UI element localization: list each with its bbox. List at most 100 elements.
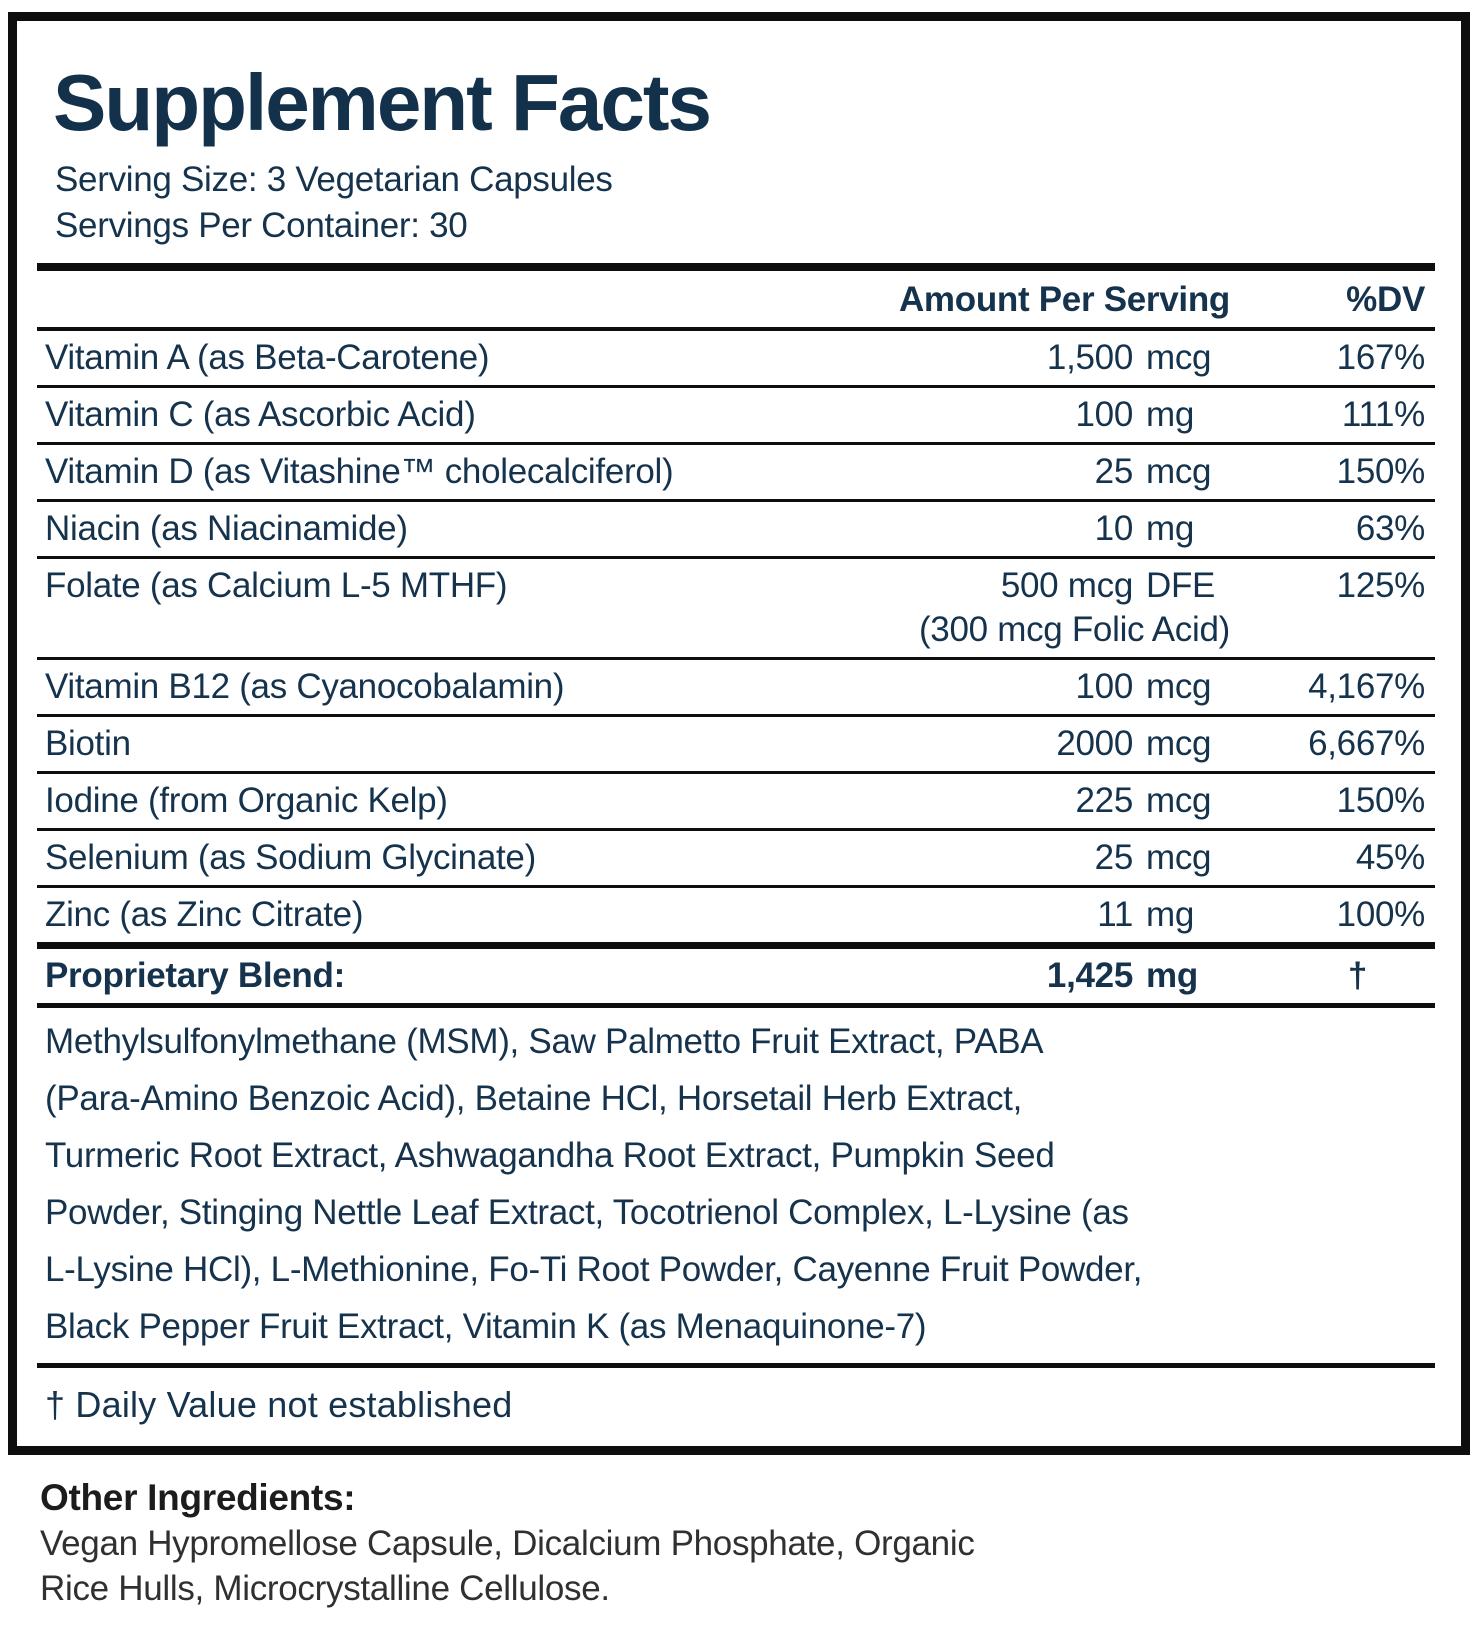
nutrient-name: Folate (as Calcium L-5 MTHF) [45,566,508,605]
table-row: Selenium (as Sodium Glycinate) 25 mcg 45… [17,831,1461,885]
other-ingredients-heading: Other Ingredients: [40,1477,356,1518]
nutrient-amount: 11 mg [830,893,1230,937]
panel-title: Supplement Facts [53,58,712,147]
blend-line: (Para-Amino Benzoic Acid), Betaine HCl, … [45,1079,1023,1118]
row-divider [37,442,1435,445]
nutrient-name: Vitamin D (as Vitashine™ cholecalciferol… [45,452,674,491]
nutrient-dv: 167% [1336,338,1426,377]
row-divider [37,714,1435,717]
servings-per-container: Servings Per Container: 30 [55,206,468,245]
amount-value: 500 mcg [1000,566,1133,605]
blend-line: L-Lysine HCl), L-Methionine, Fo-Ti Root … [45,1250,1143,1289]
nutrient-amount: 100 mcg [830,665,1230,709]
nutrient-name: Vitamin B12 (as Cyanocobalamin) [45,667,565,706]
nutrient-amount: 225 mcg [830,779,1230,823]
header-divider [37,327,1435,331]
blend-amount: 1,425 mg [830,954,1230,998]
nutrient-amount: 1,500 mcg [830,336,1230,380]
proprietary-blend-row: Proprietary Blend: 1,425 mg † [17,949,1461,1003]
amount-value: 1,500 [1046,338,1133,377]
blend-name: Proprietary Blend: [45,956,345,995]
blend-line: Methylsulfonylmethane (MSM), Saw Palmett… [45,1022,1044,1061]
nutrient-dv: 63% [1355,509,1425,548]
serving-size: Serving Size: 3 Vegetarian Capsules [55,160,613,199]
amount-unit: mcg [1146,452,1212,491]
table-row: Iodine (from Organic Kelp) 225 mcg 150% [17,774,1461,828]
serving-info: Serving Size: 3 Vegetarian Capsules Serv… [17,157,1461,249]
row-divider [37,499,1435,502]
nutrient-dv: 125% [1336,566,1426,605]
amount-value: 25 [1094,838,1134,877]
amount-unit: mg [1146,895,1195,934]
amount-value: 10 [1094,509,1134,548]
table-row: Vitamin C (as Ascorbic Acid) 100 mg 111% [17,388,1461,442]
nutrient-dv: 100% [1336,895,1426,934]
blend-line: Black Pepper Fruit Extract, Vitamin K (a… [45,1307,927,1346]
blend-line: Turmeric Root Extract, Ashwagandha Root … [45,1136,1055,1175]
table-row: Vitamin A (as Beta-Carotene) 1,500 mcg 1… [17,331,1461,385]
nutrient-name: Selenium (as Sodium Glycinate) [45,838,536,877]
nutrient-name: Biotin [45,724,131,763]
nutrient-dv: 6,667% [1308,724,1425,763]
amount-value: 1,425 [1046,956,1133,995]
heavy-divider-top [37,263,1435,271]
other-ingredients-section: Other Ingredients: Vegan Hypromellose Ca… [40,1475,1442,1611]
table-row: Niacin (as Niacinamide) 10 mg 63% [17,502,1461,556]
supplement-facts-panel: Supplement Facts Serving Size: 3 Vegetar… [8,12,1470,1455]
row-divider [37,828,1435,831]
column-header-amount: Amount Per Serving [898,280,1230,319]
column-header-dv: %DV [1346,280,1425,319]
blend-dv-dagger: † [1347,956,1368,995]
nutrient-amount: 100 mg [830,393,1230,437]
table-row: Vitamin B12 (as Cyanocobalamin) 100 mcg … [17,660,1461,714]
amount-unit: mcg [1146,724,1212,763]
row-divider [37,556,1435,559]
blend-line: Powder, Stinging Nettle Leaf Extract, To… [45,1193,1129,1232]
nutrient-amount: 500 mcg DFE [830,564,1230,608]
other-ingredients-line: Rice Hulls, Microcrystalline Cellulose. [40,1569,610,1608]
amount-value: 100 [1075,667,1134,706]
amount-unit: mcg [1146,667,1212,706]
blend-ingredients-paragraph: Methylsulfonylmethane (MSM), Saw Palmett… [17,1008,1461,1363]
row-divider [37,657,1435,660]
folate-folic-acid-note: (300 mcg Folic Acid) [918,610,1230,649]
footnote-divider [37,1363,1435,1368]
nutrient-name: Iodine (from Organic Kelp) [45,781,448,820]
table-row: Vitamin D (as Vitashine™ cholecalciferol… [17,445,1461,499]
amount-unit: mcg [1146,338,1212,377]
nutrient-name: Vitamin C (as Ascorbic Acid) [45,395,476,434]
nutrient-dv: 150% [1336,781,1426,820]
nutrient-dv: 4,167% [1308,667,1425,706]
amount-value: 100 [1075,395,1134,434]
nutrient-amount: 25 mcg [830,836,1230,880]
blend-top-divider [37,942,1435,949]
nutrient-name: Niacin (as Niacinamide) [45,509,408,548]
blend-divider [37,1003,1435,1008]
amount-value: 11 [1097,895,1133,934]
nutrient-name: Vitamin A (as Beta-Carotene) [45,338,490,377]
row-divider [37,385,1435,388]
daily-value-footnote: † Daily Value not established [45,1384,513,1425]
other-ingredients-line: Vegan Hypromellose Capsule, Dicalcium Ph… [40,1524,975,1563]
amount-unit: mg [1146,956,1198,995]
nutrient-amount: 10 mg [830,507,1230,551]
table-header-row: Amount Per Serving %DV [17,271,1461,327]
amount-unit: DFE [1146,566,1216,605]
nutrient-dv: 111% [1341,395,1425,434]
nutrient-dv: 45% [1355,838,1425,877]
amount-unit: mg [1146,395,1195,434]
amount-unit: mcg [1146,781,1212,820]
nutrient-dv: 150% [1336,452,1426,491]
amount-unit: mg [1146,509,1195,548]
table-row-folate: Folate (as Calcium L-5 MTHF) 500 mcg DFE… [17,559,1461,657]
table-row: Zinc (as Zinc Citrate) 11 mg 100% [17,888,1461,942]
amount-unit: mcg [1146,838,1212,877]
nutrient-amount: 25 mcg [830,450,1230,494]
nutrient-name: Zinc (as Zinc Citrate) [45,895,364,934]
row-divider [37,771,1435,774]
table-row: Biotin 2000 mcg 6,667% [17,717,1461,771]
row-divider [37,885,1435,888]
amount-value: 225 [1075,781,1134,820]
amount-value: 25 [1094,452,1134,491]
nutrient-amount: 2000 mcg [830,722,1230,766]
